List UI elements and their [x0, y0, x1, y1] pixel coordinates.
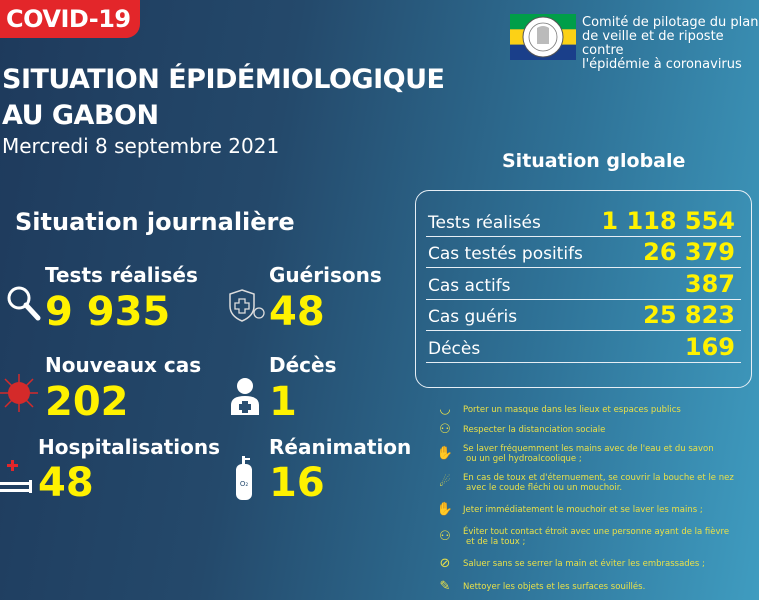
recoveries-label: Guérisons — [269, 263, 382, 287]
oxygen-tank-icon: O₂ — [236, 456, 252, 500]
global-title: Situation globale — [502, 150, 686, 172]
title-line-1: SITUATION ÉPIDÉMIOLOGIQUE — [2, 64, 445, 95]
covid-badge: COVID-19 — [0, 0, 140, 38]
doctor-icon — [231, 378, 259, 415]
tests-label: Tests réalisés — [45, 263, 198, 287]
hospitalizations-value: 48 — [38, 460, 94, 506]
deaths-label: Décès — [269, 353, 337, 377]
advice-text: Jeter immédiatement le mouchoir et se la… — [463, 505, 703, 515]
global-row-recovered: Cas guéris 25 823 — [426, 300, 741, 331]
org-line-2: de veille et de riposte contre — [582, 29, 724, 58]
global-stats-table: Tests réalisés 1 118 554 Cas testés posit… — [415, 190, 752, 388]
icu-label: Réanimation — [269, 435, 412, 459]
global-row-tests: Tests réalisés 1 118 554 — [426, 205, 741, 237]
advice-item: ✋ Se laver fréquemment les mains avec de … — [436, 440, 756, 468]
global-row-active: Cas actifs 387 — [426, 268, 741, 300]
row-label: Tests réalisés — [428, 212, 541, 233]
magnifier-icon — [7, 286, 41, 321]
title-line-2: AU GABON — [2, 100, 159, 131]
organization-name: Comité de pilotage du plan de veille et … — [582, 16, 759, 72]
row-label: Décès — [428, 338, 481, 359]
advice-item: ⊘ Saluer sans se serrer la main et éviter… — [436, 552, 756, 576]
advice-text: Éviter tout contact étroit avec une pers… — [463, 527, 730, 537]
advice-item: ⚇ Éviter tout contact étroit avec une per… — [436, 522, 756, 552]
row-value: 387 — [684, 269, 735, 298]
hospital-bed-icon — [0, 460, 32, 493]
advice-text: Nettoyer les objets et les surfaces soui… — [463, 582, 646, 592]
no-handshake-icon: ⊘ — [439, 556, 451, 571]
advice-item: ⚇ Respecter la distanciation sociale — [436, 420, 756, 440]
report-date: Mercredi 8 septembre 2021 — [2, 134, 280, 158]
row-value: 1 118 554 — [601, 206, 735, 235]
daily-title: Situation journalière — [15, 208, 295, 236]
org-line-1: Comité de pilotage du plan — [582, 15, 759, 30]
advice-text-2: ou un gel hydroalcoolique ; — [466, 454, 582, 464]
icu-value: 16 — [269, 460, 325, 506]
advice-text: En cas de toux et d'éternuement, se couv… — [463, 473, 734, 483]
advice-text: Porter un masque dans les lieux et espac… — [463, 405, 681, 415]
advice-text: Respecter la distanciation sociale — [463, 425, 606, 435]
cough-icon: ☄ — [439, 475, 451, 490]
row-value: 169 — [684, 332, 735, 361]
row-value: 25 823 — [643, 301, 735, 329]
mask-icon: ◡ — [439, 402, 451, 417]
hospitalizations-label: Hospitalisations — [38, 435, 221, 459]
avoid-contact-icon: ⚇ — [439, 529, 451, 544]
new-cases-label: Nouveaux cas — [45, 353, 202, 377]
advice-text-2: et de la toux ; — [466, 537, 526, 547]
advice-item: ✎ Nettoyer les objets et les surfaces sou… — [436, 576, 756, 598]
row-label: Cas actifs — [428, 275, 511, 296]
gabon-flag-logo — [510, 14, 576, 60]
org-line-3: l'épidémie à coronavirus — [582, 57, 742, 72]
svg-text:O₂: O₂ — [240, 480, 249, 488]
global-row-positive: Cas testés positifs 26 379 — [426, 237, 741, 268]
global-row-deaths: Décès 169 — [426, 331, 741, 363]
advice-text: Se laver fréquemment les mains avec de l… — [463, 444, 714, 454]
advice-text-2: avec le coude fléchi ou un mouchoir. — [466, 483, 623, 493]
prevention-advice-list: ◡ Porter un masque dans les lieux et espa… — [436, 400, 756, 598]
tests-value: 9 935 — [45, 289, 171, 335]
advice-item: ◡ Porter un masque dans les lieux et espa… — [436, 400, 756, 420]
virus-icon — [0, 374, 38, 412]
distancing-icon: ⚇ — [439, 422, 451, 437]
tissue-icon: ✋ — [436, 502, 454, 517]
row-label: Cas guéris — [428, 307, 518, 327]
row-value: 26 379 — [643, 238, 735, 266]
row-label: Cas testés positifs — [428, 244, 583, 264]
page-title: SITUATION ÉPIDÉMIOLOGIQUE AU GABON — [2, 62, 445, 134]
deaths-value: 1 — [269, 379, 297, 425]
cleaning-icon: ✎ — [439, 579, 451, 594]
handwash-icon: ✋ — [436, 446, 454, 461]
new-cases-value: 202 — [45, 379, 129, 425]
advice-item: ✋ Jeter immédiatement le mouchoir et se l… — [436, 498, 756, 522]
recoveries-value: 48 — [269, 289, 325, 335]
advice-text: Saluer sans se serrer la main et éviter … — [463, 559, 705, 569]
advice-item: ☄ En cas de toux et d'éternuement, se cou… — [436, 468, 756, 498]
shield-cross-icon — [229, 289, 265, 322]
